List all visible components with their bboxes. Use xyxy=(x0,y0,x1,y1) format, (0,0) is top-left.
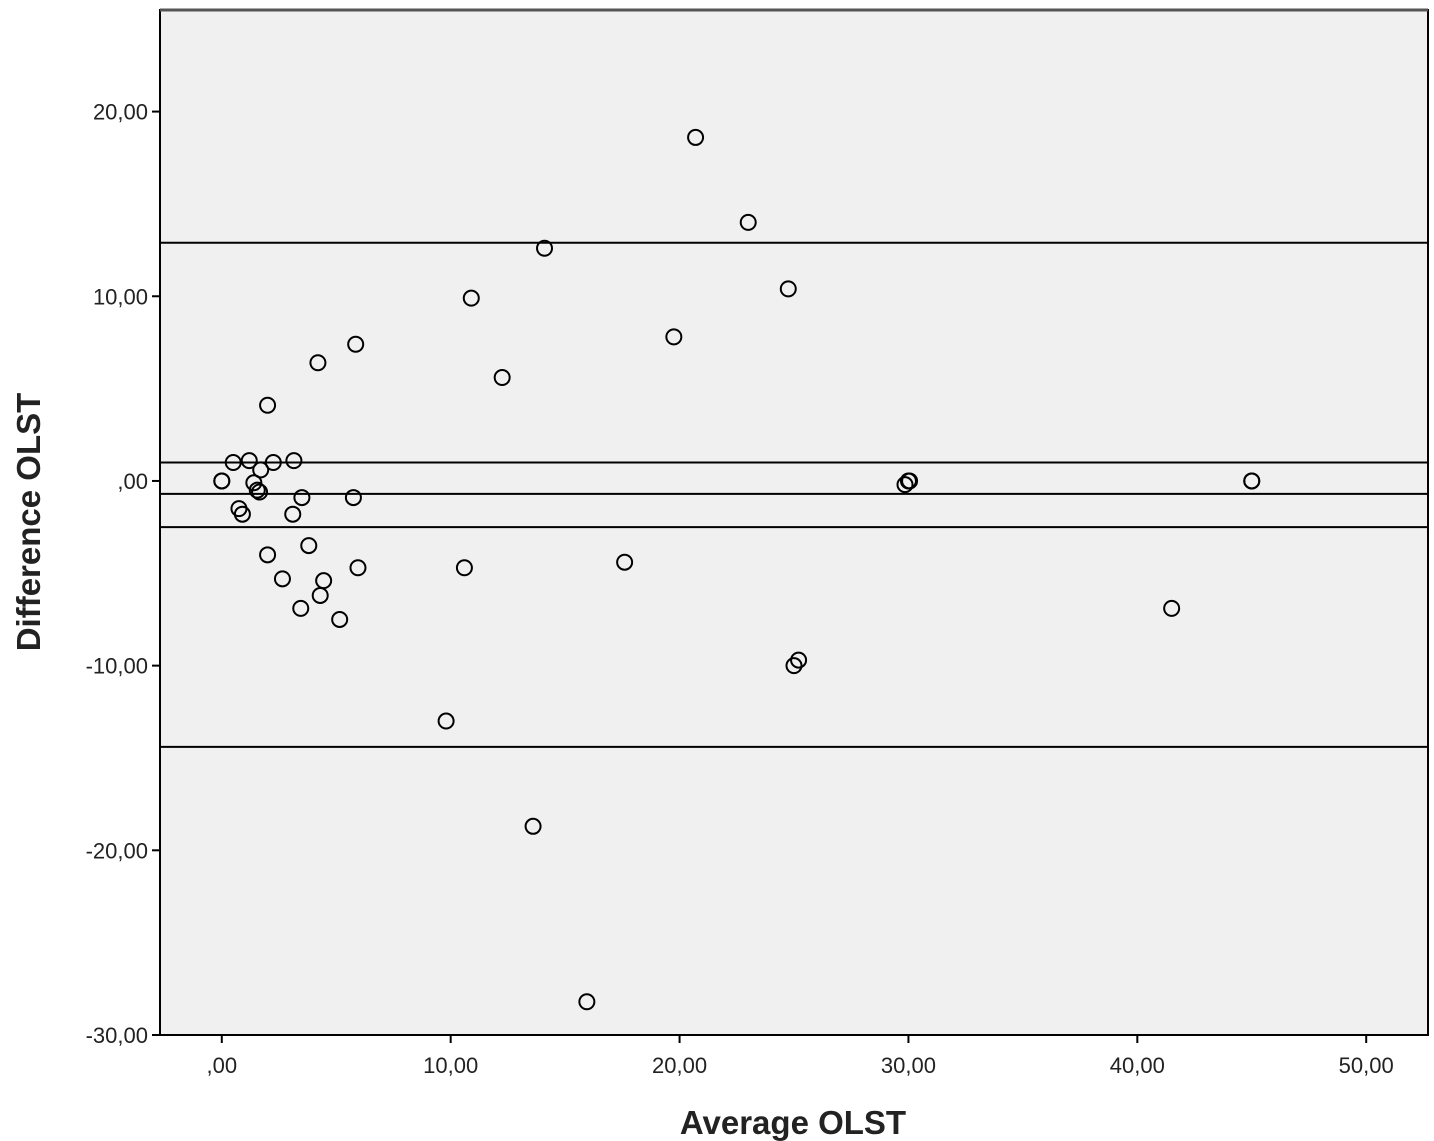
data-point xyxy=(779,280,797,298)
data-point xyxy=(285,452,303,470)
data-point xyxy=(240,452,258,470)
data-point xyxy=(665,328,683,346)
plot-area xyxy=(159,9,1429,1036)
data-point xyxy=(259,546,277,564)
data-point xyxy=(790,651,808,669)
data-point xyxy=(233,505,251,523)
data-point xyxy=(344,489,362,507)
data-point xyxy=(578,993,596,1011)
data-point xyxy=(536,239,554,257)
data-point xyxy=(264,453,282,471)
data-point xyxy=(493,369,511,387)
data-point xyxy=(252,461,270,479)
data-point xyxy=(293,489,311,507)
x-tick-label: 30,00 xyxy=(881,1053,936,1078)
data-point xyxy=(292,599,310,617)
data-point xyxy=(901,472,919,490)
y-tick-label: -20,00 xyxy=(86,838,148,863)
data-point xyxy=(284,505,302,523)
data-point xyxy=(259,396,277,414)
data-point xyxy=(616,553,634,571)
x-tick-label: 10,00 xyxy=(423,1053,478,1078)
y-tick-label: ,00 xyxy=(117,469,148,494)
data-point xyxy=(273,570,291,588)
x-tick-label: 40,00 xyxy=(1110,1053,1165,1078)
data-point xyxy=(309,354,327,372)
data-point xyxy=(1163,599,1181,617)
data-point xyxy=(462,289,480,307)
y-tick-label: 20,00 xyxy=(93,100,148,125)
y-tick-label: 10,00 xyxy=(93,284,148,309)
data-point xyxy=(213,472,231,490)
data-point xyxy=(224,453,242,471)
x-axis-title: Average OLST xyxy=(680,1104,906,1141)
data-point xyxy=(687,128,705,146)
data-point xyxy=(896,476,914,494)
data-point xyxy=(331,610,349,628)
data-point xyxy=(785,657,803,675)
data-point xyxy=(739,213,757,231)
x-tick-label: 50,00 xyxy=(1339,1053,1394,1078)
data-points xyxy=(213,128,1261,1011)
data-point xyxy=(455,559,473,577)
data-point xyxy=(524,817,542,835)
y-tick-label: -30,00 xyxy=(86,1023,148,1048)
x-tick-label: ,00 xyxy=(207,1053,238,1078)
data-point xyxy=(349,559,367,577)
x-tick-label: 20,00 xyxy=(652,1053,707,1078)
data-point xyxy=(300,537,318,555)
x-axis-ticks: ,00 10,00 20,00 30,00 40,00 50,00 xyxy=(207,1035,1394,1078)
data-point xyxy=(1243,472,1261,490)
y-axis-title: Difference OLST xyxy=(10,393,47,652)
data-point xyxy=(251,483,269,501)
y-axis-ticks: 20,00 10,00 ,00 -10,00 -20,00 -30,00 xyxy=(86,100,160,1048)
data-point xyxy=(248,481,266,499)
data-point xyxy=(347,335,365,353)
y-tick-label: -10,00 xyxy=(86,654,148,679)
data-point xyxy=(437,712,455,730)
data-point xyxy=(315,572,333,590)
reference-lines xyxy=(160,241,1428,748)
